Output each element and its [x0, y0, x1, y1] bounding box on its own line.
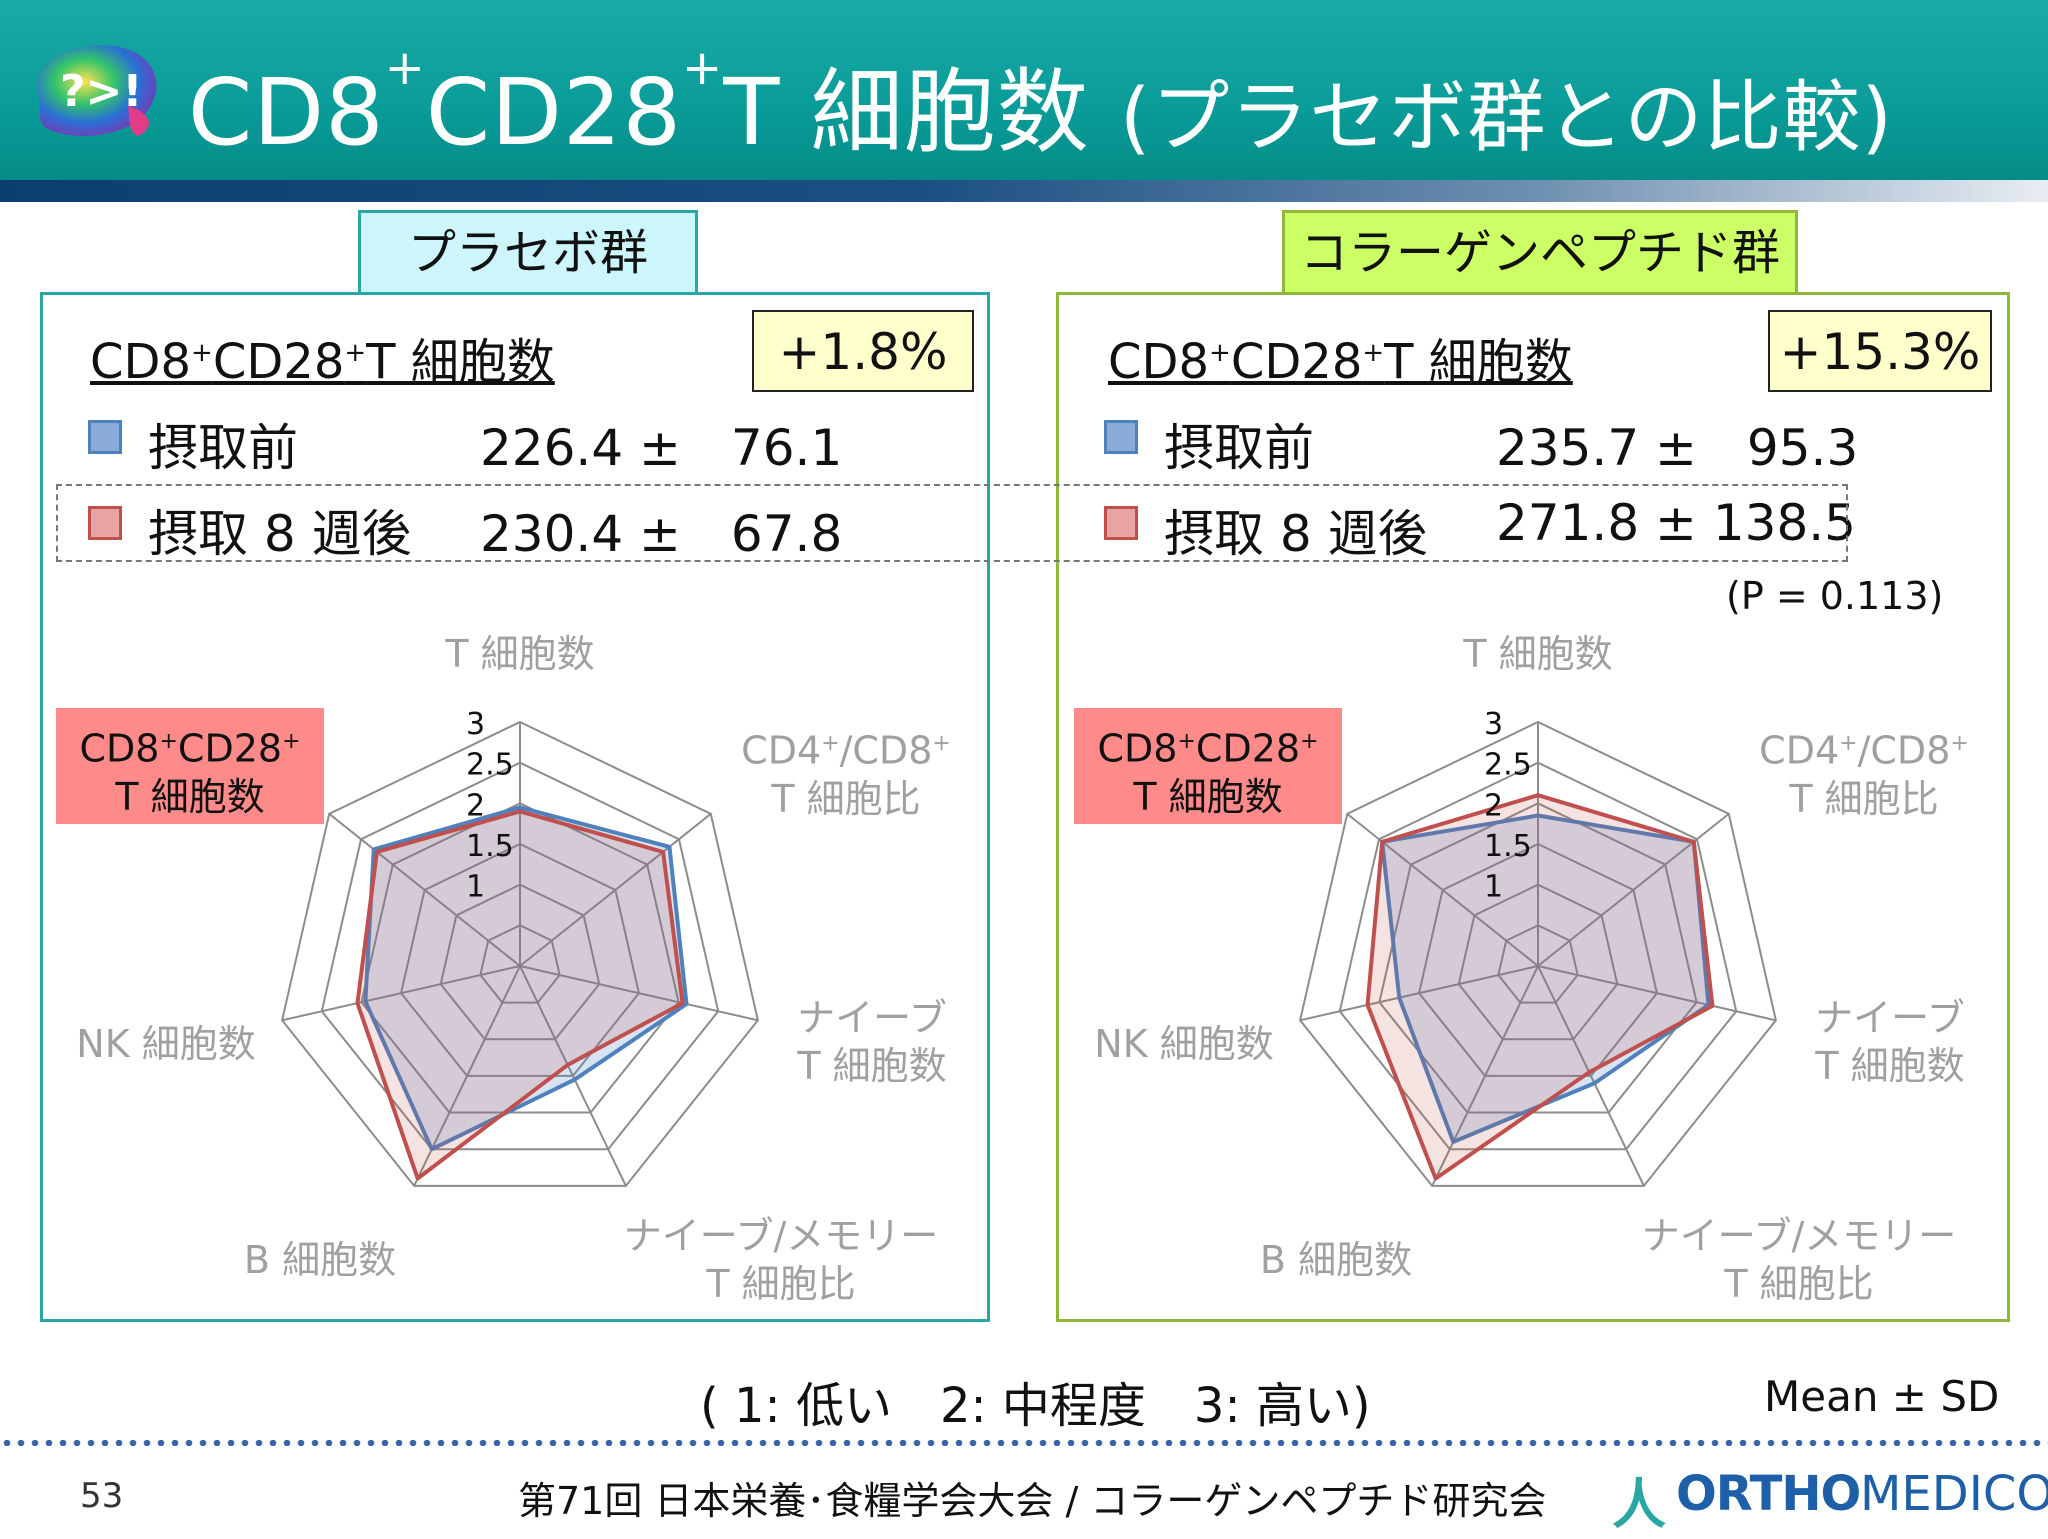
radar-grid-ring — [281, 720, 759, 1187]
placebo-before-label: 摂取前 — [148, 419, 298, 477]
radar-tick-label: 1 — [466, 870, 485, 905]
radar-tick-label: 1.5 — [466, 829, 514, 864]
after-legend-swatch — [88, 506, 122, 540]
axis-label-naive-memory: ナイーブ/メモリー T 細胞比 — [1641, 1214, 1957, 1306]
collagen-after-value: 271.8 ± 138.5 — [1496, 494, 1856, 552]
placebo-after-label: 摂取 8 週後 — [148, 505, 412, 563]
mean-sd-note: Mean ± SD — [1764, 1372, 2000, 1421]
radar-tick-label: 2.5 — [466, 748, 514, 783]
before-legend-swatch — [1104, 420, 1138, 454]
radar-spoke — [1431, 965, 1539, 1187]
radar-grid-ring — [360, 802, 680, 1114]
radar-spoke — [519, 813, 712, 967]
footer-dotted-divider — [0, 1440, 2048, 1446]
logo-text: ?>! — [60, 66, 142, 117]
placebo-before-value: 226.4 ± 76.1 — [480, 419, 843, 477]
highlight-axis-cd8-cd28: CD8+CD28+ T 細胞数 — [56, 708, 324, 824]
axis-label-naive-memory: ナイーブ/メモリー T 細胞比 — [623, 1214, 939, 1306]
radar-grid-ring — [1378, 802, 1698, 1114]
placebo-change-badge: +1.8% — [752, 310, 974, 392]
radar-spoke — [1299, 965, 1539, 1022]
radar-grid-ring — [439, 883, 601, 1041]
radar-grid-ring — [1299, 720, 1777, 1187]
axis-label-t-cells: T 細胞数 — [1463, 632, 1613, 676]
radar-group-1: 1 1.5 2 2.5 3 — [1299, 707, 1777, 1187]
collagen-change-badge: +15.3% — [1768, 310, 1992, 392]
collagen-panel — [1056, 292, 2010, 1322]
placebo-panel — [40, 292, 990, 1322]
radar-group-0: 1 1.5 2 2.5 3 — [281, 707, 759, 1187]
header-accent-bar — [0, 180, 2048, 202]
radar-grid-ring — [1457, 883, 1619, 1041]
radar-spoke — [1537, 965, 1645, 1187]
highlight-axis-cd8-cd28: CD8+CD28+ T 細胞数 — [1074, 708, 1342, 824]
after-row-highlight — [56, 484, 1848, 562]
page-number: 53 — [80, 1476, 124, 1516]
logo-icon: ?>! — [36, 45, 157, 136]
radar-tick-label: 2 — [466, 788, 485, 823]
page-title: CD8+CD28+T 細胞数 (プラセボ群との比較) — [188, 40, 1893, 166]
radar-grid-ring — [1417, 842, 1659, 1077]
collagen-metric-title: CD8+CD28+T 細胞数 — [1108, 334, 1573, 390]
collagen-before-value: 235.7 ± 95.3 — [1496, 419, 1859, 477]
axis-label-naive: ナイーブ T 細胞数 — [797, 996, 947, 1088]
placebo-tab-label: プラセボ群 — [358, 210, 698, 292]
radar-spoke — [519, 965, 627, 1187]
footer-conference: 第71回 日本栄養･食糧学会大会 / コラーゲンペプチド研究会 — [518, 1479, 1547, 1523]
axis-label-cd4-cd8: CD4+/CD8+ T 細胞比 — [741, 728, 951, 821]
axis-label-b-cells: B 細胞数 — [243, 1238, 397, 1282]
radar-tick-label: 3 — [1484, 707, 1503, 742]
radar-spoke — [1537, 813, 1730, 967]
radar-tick-label: 3 — [466, 707, 485, 742]
collagen-before-label: 摂取前 — [1164, 419, 1314, 477]
radar-spoke — [1537, 965, 1777, 1022]
radar-spoke — [281, 965, 521, 1022]
radar-grid-ring — [1338, 761, 1738, 1151]
axis-label-cd4-cd8: CD4+/CD8+ T 細胞比 — [1759, 728, 1969, 821]
radar-grid-ring — [1497, 924, 1579, 1004]
collagen-after-label: 摂取 8 週後 — [1164, 505, 1428, 563]
placebo-metric-title: CD8+CD28+T 細胞数 — [90, 334, 555, 390]
scale-note: ( 1: 低い 2: 中程度 3: 高い) — [700, 1378, 1371, 1434]
radar-tick-label: 2.5 — [1484, 748, 1532, 783]
radar-grid-ring — [320, 761, 720, 1151]
radar-series-after — [355, 809, 685, 1181]
radar-series-after — [1365, 793, 1715, 1181]
after-legend-swatch — [1104, 506, 1138, 540]
placebo-after-value: 230.4 ± 67.8 — [480, 505, 843, 563]
brand-logo: 人 ORTHO MEDICO — [1612, 1464, 2048, 1536]
before-legend-swatch — [88, 420, 122, 454]
radar-spoke — [1346, 813, 1539, 967]
radar-tick-label: 1.5 — [1484, 829, 1532, 864]
collagen-tab-label: コラーゲンペプチド群 — [1282, 210, 1798, 292]
axis-label-naive: ナイーブ T 細胞数 — [1815, 996, 1965, 1088]
radar-tick-label: 2 — [1484, 788, 1503, 823]
axis-label-t-cells: T 細胞数 — [445, 632, 595, 676]
axis-label-b-cells: B 細胞数 — [1259, 1238, 1413, 1282]
axis-label-nk-cells: NK 細胞数 — [76, 1022, 256, 1066]
radar-grid-ring — [479, 924, 561, 1004]
brand-mark-icon: 人 — [1612, 1473, 1666, 1536]
p-value: (P = 0.113) — [1726, 574, 1944, 618]
radar-spoke — [328, 813, 521, 967]
radar-spoke — [519, 965, 759, 1022]
axis-label-nk-cells: NK 細胞数 — [1094, 1022, 1274, 1066]
radar-grid-ring — [399, 842, 641, 1077]
slide-header — [0, 0, 2048, 180]
radar-tick-label: 1 — [1484, 870, 1503, 905]
